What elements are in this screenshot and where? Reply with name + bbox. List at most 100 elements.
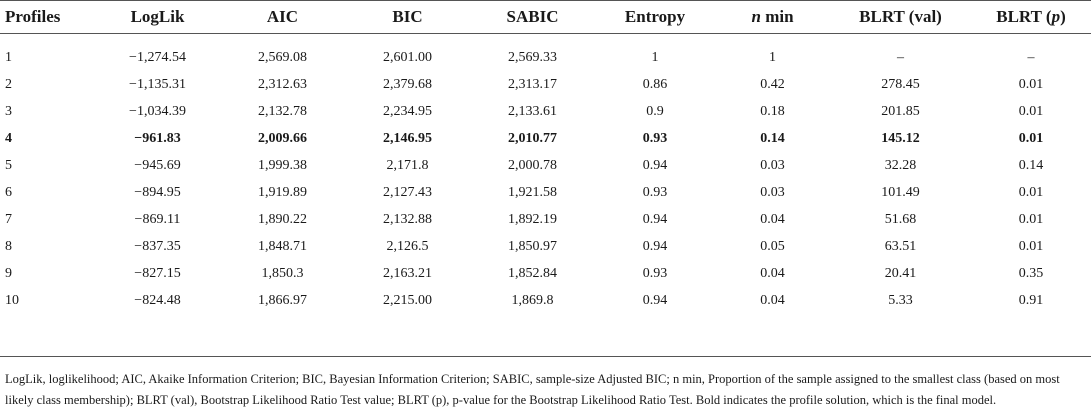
- cell-loglik: −945.69: [134, 157, 181, 173]
- cell-blrt-val: 145.12: [881, 130, 920, 146]
- cell-profiles: 7: [5, 211, 12, 227]
- cell-aic: 1,866.97: [258, 292, 307, 308]
- table-row: 5 −945.69 1,999.38 2,171.8 2,000.78 0.94 0.03 3…: [0, 152, 1091, 179]
- cell-aic: 2,312.63: [258, 76, 307, 92]
- cell-bic: 2,171.8: [386, 157, 429, 173]
- cell-sabic: 1,892.19: [508, 211, 557, 227]
- cell-loglik: −837.35: [134, 238, 181, 254]
- cell-loglik: −1,135.31: [129, 76, 186, 92]
- cell-entropy: 0.93: [642, 265, 668, 281]
- cell-aic: 1,848.71: [258, 238, 307, 254]
- table-row: 9 −827.15 1,850.3 2,163.21 1,852.84 0.93 0.04 2…: [0, 260, 1091, 287]
- cell-profiles: 8: [5, 238, 12, 254]
- cell-blrt-val: 32.28: [884, 157, 917, 173]
- cell-sabic: 2,000.78: [508, 157, 557, 173]
- cell-n-min: 0.14: [760, 130, 785, 146]
- cell-blrt-p: 0.91: [1018, 292, 1044, 308]
- cell-blrt-val: 5.33: [888, 292, 913, 308]
- table-footnote: LogLik, loglikelihood; AIC, Akaike Infor…: [5, 372, 1060, 407]
- header-n-min-rest: min: [760, 6, 794, 26]
- cell-entropy: 0.94: [642, 211, 668, 227]
- top-rule: [0, 0, 1091, 1]
- cell-aic: 2,569.08: [258, 49, 307, 65]
- cell-loglik: −1,274.54: [129, 49, 186, 65]
- cell-bic: 2,132.88: [383, 211, 432, 227]
- cell-blrt-p: 0.01: [1018, 103, 1044, 119]
- cell-bic: 2,379.68: [383, 76, 432, 92]
- cell-sabic: 2,133.61: [508, 103, 557, 119]
- fit-indices-table: Profiles LogLik AIC BIC SABIC Entropy n …: [0, 0, 1091, 314]
- table-row: 10 −824.48 1,866.97 2,215.00 1,869.8 0.94 0.04…: [0, 287, 1091, 314]
- header-profiles: Profiles: [5, 6, 61, 26]
- cell-blrt-val: 201.85: [881, 103, 920, 119]
- cell-entropy: 0.86: [642, 76, 668, 92]
- cell-blrt-p: 0.01: [1018, 184, 1044, 200]
- cell-n-min: 0.05: [760, 238, 785, 254]
- table-spacer: [0, 33, 1091, 44]
- cell-blrt-p: 0.01: [1018, 238, 1044, 254]
- cell-aic: 1,890.22: [258, 211, 307, 227]
- cell-entropy: 0.94: [642, 157, 668, 173]
- cell-n-min: 0.18: [760, 103, 785, 119]
- cell-profiles: 6: [5, 184, 12, 200]
- cell-sabic: 1,850.97: [508, 238, 557, 254]
- cell-bic: 2,163.21: [383, 265, 432, 281]
- cell-blrt-p: 0.01: [1018, 211, 1044, 227]
- cell-sabic: 2,010.77: [508, 130, 557, 146]
- cell-blrt-p: 0.14: [1018, 157, 1044, 173]
- header-row: Profiles LogLik AIC BIC SABIC Entropy n …: [0, 0, 1091, 33]
- cell-profiles: 4: [5, 130, 12, 146]
- header-blrt-val: BLRT (val): [859, 6, 942, 26]
- table-row: 7 −869.11 1,890.22 2,132.88 1,892.19 0.94 0.04…: [0, 206, 1091, 233]
- cell-sabic: 1,852.84: [508, 265, 557, 281]
- cell-blrt-val: 20.41: [884, 265, 917, 281]
- header-blrt-p-prefix: BLRT (: [996, 6, 1052, 26]
- cell-n-min: 0.03: [760, 157, 785, 173]
- header-rule: [0, 33, 1091, 34]
- cell-entropy: 0.94: [642, 238, 668, 254]
- header-blrt-p: BLRT (p): [971, 0, 1091, 33]
- table-row: 3 −1,034.39 2,132.78 2,234.95 2,133.61 0.9 0.1…: [0, 98, 1091, 125]
- cell-blrt-val: 51.68: [884, 211, 917, 227]
- header-bic: BIC: [392, 6, 423, 26]
- cell-n-min: 0.04: [760, 211, 785, 227]
- cell-profiles: 5: [5, 157, 12, 173]
- cell-blrt-p: 0.01: [1018, 130, 1044, 146]
- table-row: 1 −1,274.54 2,569.08 2,601.00 2,569.33 1 1 – –: [0, 44, 1091, 71]
- header-blrt-p-italic: p: [1051, 6, 1061, 26]
- cell-aic: 2,009.66: [258, 130, 307, 146]
- cell-loglik: −1,034.39: [129, 103, 186, 119]
- table-row: 4 −961.83 2,009.66 2,146.95 2,010.77 0.93 0.14…: [0, 125, 1091, 152]
- cell-aic: 1,999.38: [258, 157, 307, 173]
- cell-sabic: 1,921.58: [508, 184, 557, 200]
- cell-loglik: −961.83: [134, 130, 181, 146]
- cell-loglik: −827.15: [134, 265, 181, 281]
- table-body: 1 −1,274.54 2,569.08 2,601.00 2,569.33 1 1 – – 2 −…: [0, 33, 1091, 314]
- cell-aic: 1,919.89: [258, 184, 307, 200]
- cell-blrt-val: 278.45: [881, 76, 920, 92]
- cell-sabic: 1,869.8: [511, 292, 554, 308]
- cell-loglik: −824.48: [134, 292, 181, 308]
- cell-bic: 2,127.43: [383, 184, 432, 200]
- cell-bic: 2,126.5: [386, 238, 429, 254]
- cell-bic: 2,215.00: [383, 292, 432, 308]
- cell-n-min: 0.42: [760, 76, 785, 92]
- cell-aic: 2,132.78: [258, 103, 307, 119]
- cell-bic: 2,601.00: [383, 49, 432, 65]
- cell-profiles: 2: [5, 76, 12, 92]
- cell-loglik: −894.95: [134, 184, 181, 200]
- cell-bic: 2,234.95: [383, 103, 432, 119]
- cell-blrt-p: –: [1027, 49, 1035, 65]
- cell-entropy: 0.94: [642, 292, 668, 308]
- cell-aic: 1,850.3: [261, 265, 304, 281]
- cell-n-min: 0.04: [760, 265, 785, 281]
- header-n-min-italic: n: [751, 6, 761, 26]
- header-sabic: SABIC: [506, 6, 559, 26]
- header-n-min: n min: [715, 0, 830, 33]
- cell-blrt-val: 63.51: [884, 238, 917, 254]
- header-aic: AIC: [266, 6, 299, 26]
- cell-profiles: 10: [5, 292, 19, 308]
- table-row: 8 −837.35 1,848.71 2,126.5 1,850.97 0.94 0.05 6…: [0, 233, 1091, 260]
- cell-entropy: 0.9: [646, 103, 664, 119]
